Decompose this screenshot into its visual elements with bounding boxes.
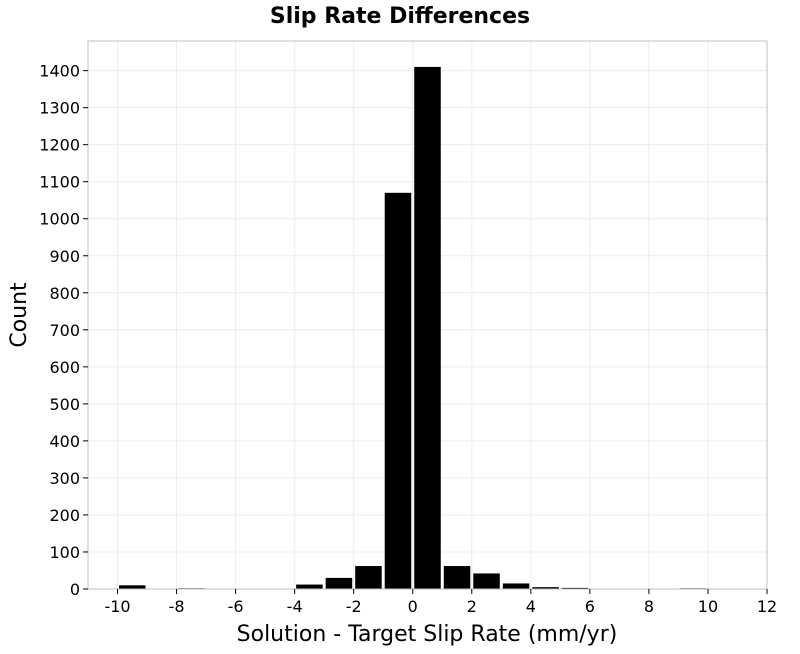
x-tick-label: -2 (346, 597, 362, 616)
y-tick-label: 200 (49, 506, 80, 525)
x-tick-label: 10 (698, 597, 718, 616)
chart-title: Slip Rate Differences (270, 4, 530, 29)
x-tick-label: 12 (757, 597, 777, 616)
x-tick-label: 2 (467, 597, 477, 616)
x-tick-label: 8 (644, 597, 654, 616)
histogram-bar (532, 587, 559, 589)
y-tick-label: 800 (49, 284, 80, 303)
y-tick-label: 1200 (39, 136, 80, 155)
histogram-bar (473, 573, 500, 589)
x-tick-label: -8 (169, 597, 185, 616)
y-tick-label: 600 (49, 358, 80, 377)
y-axis-title: Count (7, 282, 32, 348)
y-tick-label: 1100 (39, 173, 80, 192)
x-tick-label: -6 (228, 597, 244, 616)
plot-border (87, 40, 768, 590)
histogram-bar (355, 566, 382, 589)
histogram-bar (561, 587, 589, 589)
x-tick-label: 6 (585, 597, 595, 616)
bars (119, 66, 707, 590)
histogram-bar (296, 584, 323, 589)
y-tick-label: 900 (49, 247, 80, 266)
y-tick-label: 400 (49, 432, 80, 451)
y-tick-label: 300 (49, 469, 80, 488)
histogram-bar (384, 192, 412, 590)
y-tick-label: 700 (49, 321, 80, 340)
histogram-bar (325, 577, 353, 589)
y-tick-label: 100 (49, 543, 80, 562)
x-axis-title: Solution - Target Slip Rate (mm/yr) (237, 622, 618, 647)
x-tick-label: -4 (287, 597, 303, 616)
x-tick-label: 0 (408, 597, 418, 616)
y-tick-label: 0 (70, 580, 80, 599)
histogram-bar (443, 566, 471, 589)
x-tick-label: -10 (104, 597, 130, 616)
histogram-bar (119, 585, 146, 589)
axis-ticks: -10 -8 -6 -4 -2 0 2 4 6 8 10 12 0 100 200 300 400 500 600 7… (39, 62, 777, 616)
y-tick-label: 500 (49, 395, 80, 414)
y-tick-label: 1000 (39, 210, 80, 229)
y-tick-label: 1300 (39, 99, 80, 118)
y-tick-label: 1400 (39, 62, 80, 81)
x-tick-label: 4 (526, 597, 536, 616)
histogram-bar (414, 66, 441, 589)
histogram-bar (502, 583, 530, 589)
